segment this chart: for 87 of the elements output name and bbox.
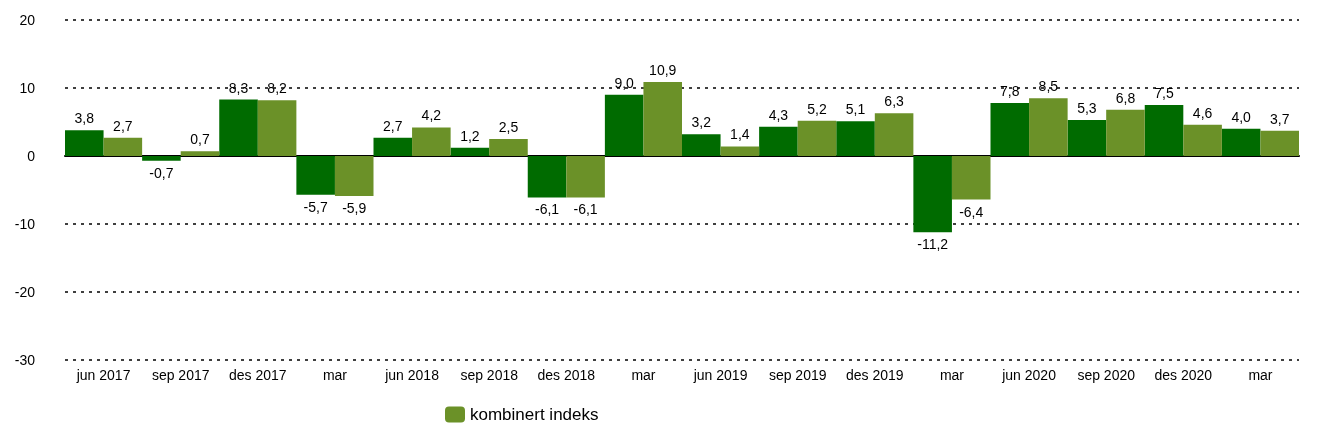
x-tick-label: sep 2020 [1077,367,1136,383]
x-tick-label: jun 2017 [75,367,131,383]
x-tick-label: sep 2017 [151,367,210,383]
data-label: -6,1 [573,201,598,218]
bar [180,151,220,156]
bar [874,113,914,156]
data-label: 2,7 [113,117,133,134]
bar [836,121,875,156]
bar [527,156,567,198]
x-tick-label: jun 2018 [384,367,440,383]
data-label: 8,2 [267,80,288,97]
bar [1183,124,1222,156]
x-tick-label: mar [939,367,965,383]
data-label: 6,3 [884,93,905,110]
bar [759,126,798,156]
bar [566,156,605,198]
data-label: -5,9 [342,200,367,217]
data-label: 4,3 [768,106,789,123]
data-label: -6,1 [534,201,560,218]
bar [1029,98,1068,156]
x-tick-label: jun 2019 [692,367,748,383]
y-tick-label: 20 [19,12,36,28]
bar [604,94,644,156]
bar [643,81,682,156]
data-label: 5,2 [807,100,827,117]
data-label: 6,8 [1115,89,1136,106]
data-label: 4,6 [1192,104,1213,121]
data-label: 4,2 [421,107,442,124]
y-tick-label: 0 [27,148,36,164]
data-label: 7,5 [1154,85,1174,101]
bar [1221,128,1261,156]
y-tick-label: 10 [19,80,36,96]
bar [720,146,760,156]
data-label: 10,9 [649,61,677,78]
bar [1260,130,1299,156]
legend-label: kombinert indeks [470,405,599,424]
data-label: 5,1 [845,101,866,118]
x-tick-label: des 2019 [846,367,904,383]
data-label: -6,4 [959,203,984,220]
data-label: 9,0 [614,74,635,91]
x-tick-label: mar [322,367,348,383]
data-label: 7,8 [1000,82,1020,99]
data-label: 0,7 [190,131,210,148]
y-tick-label: -30 [14,352,36,368]
x-tick-label: des 2017 [229,367,287,383]
bar [1144,105,1184,156]
bar [951,156,991,200]
x-tick-label: des 2018 [537,367,596,383]
data-label: 4,0 [1231,108,1252,125]
bar [334,156,374,197]
bar [682,134,721,156]
y-tick-label: -20 [14,284,36,300]
data-label: 3,2 [691,114,712,131]
bar [103,137,143,156]
data-label: 8,5 [1038,78,1059,95]
bar [797,120,837,156]
bar [373,137,413,156]
bar [1106,109,1145,156]
data-label: 1,2 [460,127,480,144]
data-label: 5,3 [1077,99,1097,116]
x-tick-label: mar [631,367,656,383]
data-label: 1,4 [730,126,750,143]
bar [450,147,490,156]
bar [257,100,297,156]
x-tick-label: des 2020 [1154,367,1213,383]
bar [219,99,258,156]
x-tick-label: mar [1248,367,1273,383]
bar [1067,119,1107,156]
x-tick-label: sep 2018 [460,367,519,383]
x-tick-label: sep 2019 [768,367,827,383]
data-label: -11,2 [917,236,949,253]
data-label: 2,5 [498,119,519,135]
y-tick-label: -10 [14,216,36,232]
x-tick-label: jun 2020 [1001,367,1057,383]
data-label: 3,8 [74,110,95,127]
data-label: 2,7 [383,117,403,134]
bar [296,156,335,195]
bar [489,139,528,156]
data-label: 3,7 [1269,110,1290,127]
bar [990,102,1030,156]
data-label: -5,7 [303,198,328,215]
bar [142,156,181,161]
bar [913,156,952,233]
data-label: 8,3 [228,79,249,96]
bar [412,127,451,156]
bar [65,130,104,156]
data-label: -0,7 [149,164,174,181]
